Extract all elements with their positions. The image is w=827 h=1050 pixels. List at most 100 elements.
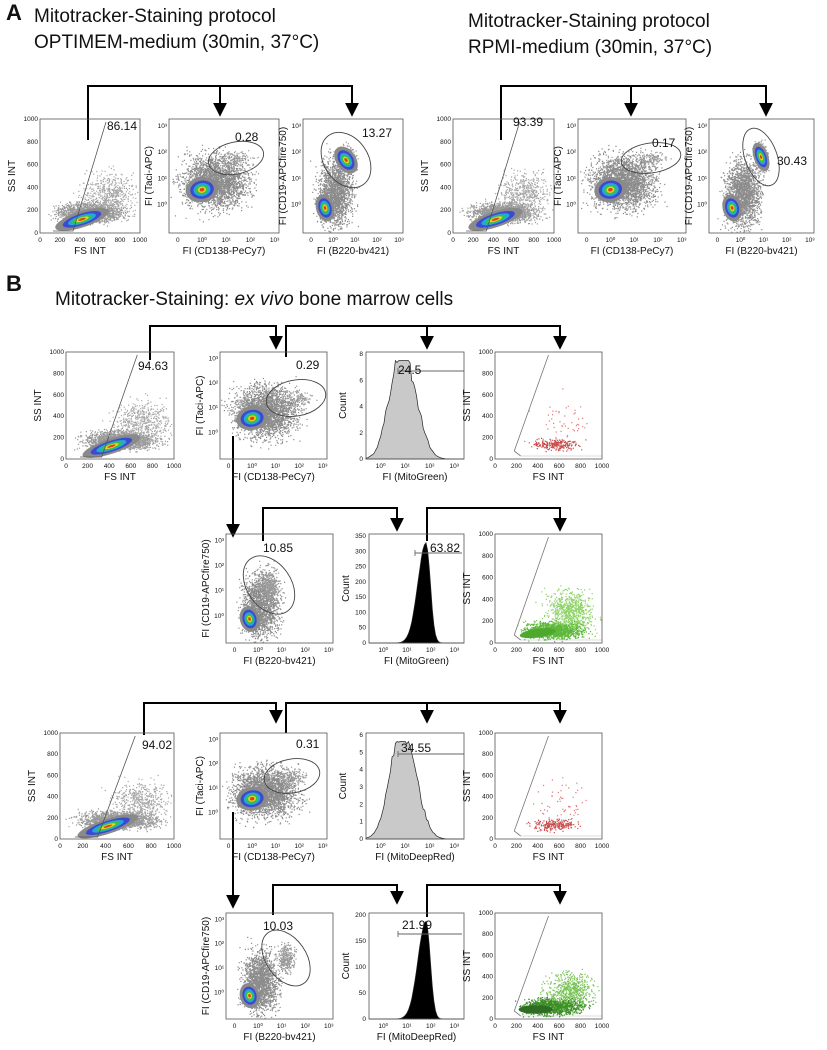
x-tick-label: 10⁰ xyxy=(378,646,388,654)
x-tick-label: 10³ xyxy=(270,237,280,244)
gate-line xyxy=(513,735,549,837)
histogram-area xyxy=(365,740,464,840)
y-tick-label: 0 xyxy=(447,230,451,237)
plot-frame xyxy=(302,118,404,234)
x-tick-label: 1000 xyxy=(167,843,182,850)
x-tick-label: 10² xyxy=(425,463,435,470)
y-tick-label: 1000 xyxy=(479,349,494,356)
x-tick-label: 0 xyxy=(176,237,180,244)
x-axis-label: FI (CD138-PeCy7) xyxy=(232,852,315,863)
gate-percentage: 93.39 xyxy=(513,115,543,129)
density-contour-5 xyxy=(78,217,86,221)
y-tick-label: 10⁰ xyxy=(208,428,218,436)
event-dots xyxy=(630,149,672,169)
x-tick-label: 400 xyxy=(532,1023,543,1030)
arrow-a-right xyxy=(500,85,773,140)
y-tick-label: 10² xyxy=(567,149,577,156)
plot-frame xyxy=(494,912,603,1020)
x-tick-label: 10³ xyxy=(677,237,687,244)
x-tick-label: 10² xyxy=(300,647,310,654)
x-tick-label: 10¹ xyxy=(400,843,410,850)
x-tick-label: 10⁰ xyxy=(376,462,386,470)
plot-frame xyxy=(365,732,465,840)
x-tick-label: 0 xyxy=(38,237,42,244)
x-axis-label: FI (MitoDeepRed) xyxy=(377,1032,456,1043)
y-tick-label: 10¹ xyxy=(292,175,302,182)
y-tick-label: 600 xyxy=(482,392,493,399)
x-tick-label: 10³ xyxy=(805,237,815,244)
plot-frame xyxy=(225,533,334,644)
x-tick-label: 10² xyxy=(294,463,304,470)
x-tick-label: 200 xyxy=(77,843,88,850)
y-tick-label: 1 xyxy=(359,819,363,826)
x-tick-label: 10¹ xyxy=(400,463,410,470)
panel-b-title-italic: ex vivo xyxy=(235,289,294,310)
x-axis-label: FS INT xyxy=(533,656,565,667)
x-tick-label: 800 xyxy=(146,843,157,850)
y-tick-label: 0 xyxy=(489,1016,493,1023)
event-dots xyxy=(535,585,602,638)
y-tick-label: 0 xyxy=(359,836,363,843)
y-tick-label: 400 xyxy=(482,413,493,420)
gate-percentage: 0.29 xyxy=(296,358,320,372)
plot-frame xyxy=(494,351,603,460)
y-tick-label: 10⁰ xyxy=(214,989,224,997)
y-tick-label: 0 xyxy=(362,1016,366,1023)
plot-frame xyxy=(368,912,465,1020)
gating-arrows xyxy=(87,85,773,917)
event-dots xyxy=(494,167,554,221)
x-tick-label: 10¹ xyxy=(271,463,281,470)
y-axis-label: SS INT xyxy=(33,389,44,421)
y-tick-label: 10² xyxy=(215,941,225,948)
y-tick-label: 400 xyxy=(482,794,493,801)
arrow-b12-b13 xyxy=(272,884,404,915)
x-tick-label: 400 xyxy=(532,463,543,470)
gate-ellipse xyxy=(261,929,311,987)
y-axis-label: SS INT xyxy=(7,160,18,192)
x-tick-label: 10² xyxy=(426,1023,436,1030)
plot-frame xyxy=(577,118,687,234)
gate-percentage: 10.85 xyxy=(263,541,293,555)
y-tick-label: 10¹ xyxy=(209,405,219,412)
x-tick-label: 600 xyxy=(554,463,565,470)
x-axis-label: FS INT xyxy=(533,472,565,483)
y-tick-label: 10¹ xyxy=(158,175,168,182)
x-tick-label: 10² xyxy=(425,843,435,850)
x-tick-label: 400 xyxy=(532,843,543,850)
x-tick-label: 800 xyxy=(575,1023,586,1030)
y-tick-label: 2 xyxy=(359,801,363,808)
gate-line xyxy=(513,915,549,1017)
x-tick-label: 10¹ xyxy=(759,237,769,244)
event-dots xyxy=(526,817,581,834)
x-tick-label: 10⁰ xyxy=(197,236,207,244)
y-tick-label: 0 xyxy=(489,836,493,843)
x-tick-label: 600 xyxy=(554,1023,565,1030)
x-tick-label: 200 xyxy=(511,647,522,654)
y-tick-label: 400 xyxy=(47,794,58,801)
x-tick-label: 10⁰ xyxy=(376,842,386,850)
event-dots xyxy=(219,149,255,167)
x-tick-label: 10³ xyxy=(324,1023,334,1030)
density-contour-5 xyxy=(344,158,348,162)
x-tick-label: 1000 xyxy=(595,463,610,470)
x-axis-label: FI (CD138-PeCy7) xyxy=(591,246,674,257)
y-tick-label: 0 xyxy=(60,456,64,463)
x-axis-label: FS INT xyxy=(74,246,106,257)
event-dots xyxy=(276,388,318,408)
arrow-b9-b10 xyxy=(285,702,434,733)
y-tick-label: 10¹ xyxy=(215,965,225,972)
event-dots xyxy=(101,774,173,831)
density-contour-5 xyxy=(759,154,763,160)
x-tick-label: 10¹ xyxy=(277,1023,287,1030)
y-tick-label: 200 xyxy=(53,435,64,442)
x-axis-label: FS INT xyxy=(101,852,133,863)
x-tick-label: 10² xyxy=(782,237,792,244)
y-axis-label: Count xyxy=(338,392,349,419)
y-tick-label: 400 xyxy=(440,184,451,191)
x-tick-label: 10³ xyxy=(449,463,459,470)
density-contour-5 xyxy=(103,824,113,828)
x-tick-label: 0 xyxy=(493,1023,497,1030)
y-tick-label: 10³ xyxy=(292,123,302,130)
y-tick-label: 10¹ xyxy=(215,588,225,595)
